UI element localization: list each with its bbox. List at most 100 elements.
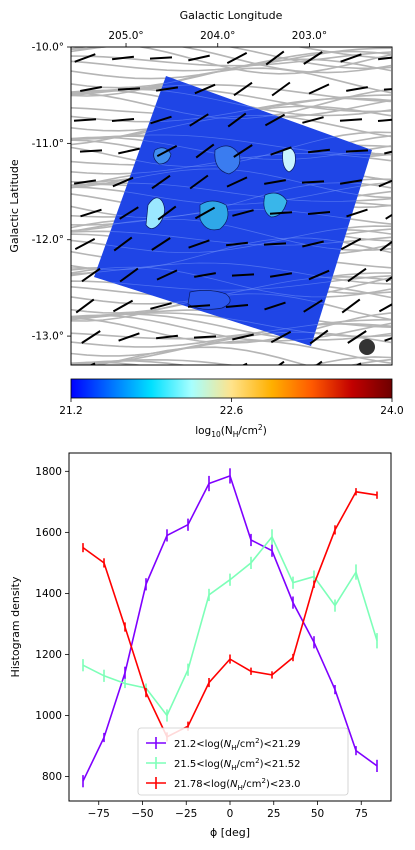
polarization-vector [384,150,392,155]
polarization-vector [225,241,249,247]
streamline [71,331,392,357]
polarization-vector [189,174,209,190]
polarization-vector [193,335,217,339]
y-tick-label: 1000 [35,710,62,722]
streamline [71,67,392,97]
polarization-vector [232,333,254,341]
y-tick-label: 1600 [35,527,62,539]
hist-y-label: Histogram density [9,576,22,677]
polarization-vector [277,360,285,365]
polarization-vector [339,118,363,122]
polarization-vector [378,366,400,370]
polarization-vector [119,267,139,283]
polarization-vector [189,113,209,127]
streamline [71,47,392,75]
map-frame [70,46,393,366]
colorbar-tick-label: 21.2 [59,405,82,417]
legend-label: 21.2<log(NH/cm2)<21.29 [174,737,301,752]
histogram-series [82,468,378,788]
map-y-tick-label: -10.0° [32,42,64,54]
legend-label-part: 2 [262,777,266,785]
dense-clumps [145,145,296,310]
map-x-label: Galactic Longitude [180,9,283,22]
hist-x-label: ϕ [deg] [210,826,250,839]
legend-box [137,727,349,796]
beam-circle [359,339,375,355]
polarization-vector [263,242,287,246]
legend-label-part: H [231,764,236,772]
histogram-panel: −75 −50 −25 0 25 50 7580010001200140016001800 … [9,452,392,839]
polarization-vector [151,237,171,251]
polarization-vector [111,118,135,122]
colorbar-tick-label: 24.0 [380,405,403,417]
legend-label-part: H [231,744,236,752]
series-2 [82,529,378,722]
polarization-vector [303,299,323,313]
legend-label-part: )<21.52 [260,759,301,770]
polarization-vector [378,179,392,188]
legend-label-part: )<23.0 [266,779,301,790]
clump-4 [214,145,241,175]
x-tick-label: 25 [267,808,280,820]
polarization-vector [187,304,211,308]
streamline [311,356,392,365]
polarization-vector [385,275,392,283]
polarization-vector [227,112,247,128]
polarization-vector [231,273,255,277]
polarization-vector [307,148,331,154]
density-streamline [94,230,372,246]
polarization-vector [79,149,103,153]
map-x-tick-label: 203.0° [292,30,327,42]
legend-label-part: 21.5<log( [174,759,224,770]
polarization-vector [385,213,392,220]
legend-label-part: )<21.29 [260,739,301,750]
polarization-vector [302,116,324,124]
polarization-vector [119,206,139,220]
legend-label-part: /cm [237,759,256,770]
streamline [71,360,188,365]
polarization-vector [117,87,141,91]
polarization-vector [74,53,96,63]
legend-items: 21.2<log(NH/cm2)<21.2921.5<log(NH/cm2)<2… [146,737,301,792]
map-x-tick-label: 204.0° [200,30,235,42]
polarization-vector [264,179,286,185]
polarization-vector [269,211,293,215]
polarization-vector [265,50,285,66]
colorbar-ticks: 21.2 22.6 24.0 [59,398,404,417]
x-tick-label: −75 [88,808,110,820]
streamline [71,319,392,340]
density-streamline [94,237,372,271]
clump-1 [145,197,165,229]
cb-label-sub2: H [233,430,239,439]
y-tick-label: 1200 [35,649,62,661]
polarization-vector [112,366,134,370]
cb-label-close: ) [263,425,267,437]
x-tick-label: −50 [131,808,153,820]
polarization-vector [188,239,210,249]
map-y-tick-label: -11.0° [32,138,64,150]
x-tick-label: 0 [227,808,234,820]
polarization-vector [264,113,286,127]
polarization-vector [74,238,96,250]
polarization-vector [81,330,101,344]
streamline [71,313,392,341]
legend-label-part: N [224,759,232,770]
polarization-vector [378,303,392,313]
legend-label-part: 2 [255,737,259,745]
legend-label-part: N [224,739,232,750]
polarization-vector [339,179,363,185]
map-x-tick-label: 205.0° [108,30,143,42]
polarization-vector [341,298,361,314]
legend-label-part: 2 [255,757,259,765]
cb-label-sub: 10 [211,430,221,439]
x-tick-label: −25 [175,808,197,820]
cb-label-end: /cm [238,425,258,437]
polarization-vector [81,267,101,283]
polarization-vector [112,299,134,313]
colorbar-bar [70,378,393,399]
y-tick-label: 1400 [35,588,62,600]
polarization-vector [150,115,172,125]
streamline [71,47,392,74]
streamline [71,322,392,348]
y-tick-label: 1800 [35,466,62,478]
